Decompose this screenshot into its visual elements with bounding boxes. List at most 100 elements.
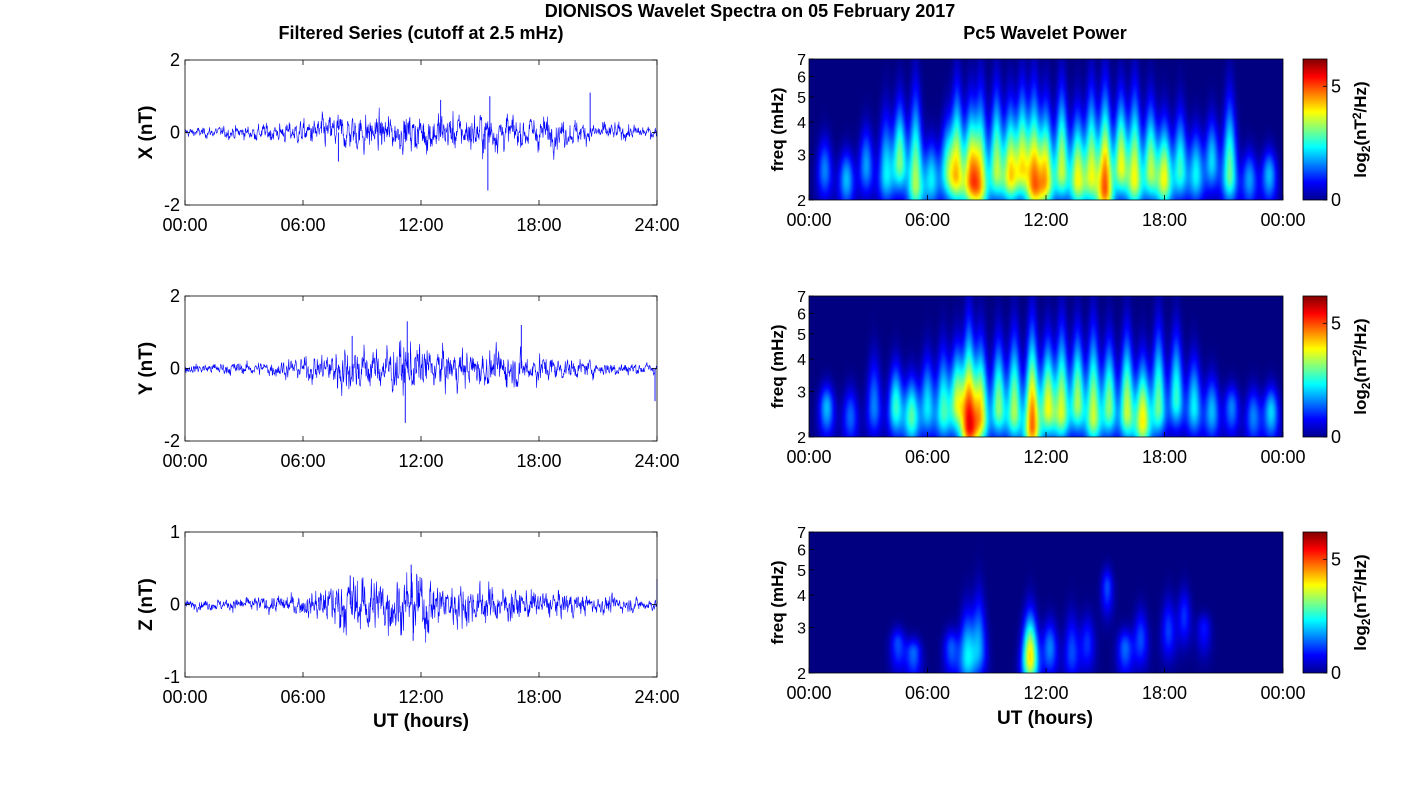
x-tick-label: 00:00 xyxy=(162,215,207,235)
y-tick-label: 4 xyxy=(797,115,806,132)
x-tick-label: 24:00 xyxy=(634,687,679,707)
x-tick-label: 12:00 xyxy=(1023,683,1068,703)
x-tick-label: 06:00 xyxy=(905,210,950,230)
x-tick-label: 24:00 xyxy=(634,215,679,235)
panels: 20-200:00 06:00 12:00 18:00 24:00X (nT)20-20… xyxy=(136,50,1373,707)
x-tick-label: 18:00 xyxy=(516,687,561,707)
x-tick-label: 18:00 xyxy=(1142,210,1187,230)
wavelet-panel-x: 2 3 4 5 67 00:00 06:00 12:00 18:00 00:00 freq (mHz… xyxy=(768,52,1373,230)
y-tick-label: 4 xyxy=(797,588,806,605)
y-tick-label: 3 xyxy=(797,620,806,637)
y-tick-label: 2 xyxy=(797,666,806,683)
y-tick-label: 6 xyxy=(797,542,806,559)
y-axis-label: X (nT) xyxy=(136,106,157,160)
right-column-title: Pc5 Wavelet Power xyxy=(963,23,1126,43)
colorbar xyxy=(1302,295,1328,438)
y-axis-label: Y (nT) xyxy=(136,342,157,395)
colorbar-tick-label: 5 xyxy=(1331,76,1341,96)
x-tick-label: 12:00 xyxy=(398,687,443,707)
series-panel-z: 1 0 -100:00 06:00 12:00 18:00 24:00 Z (nT) xyxy=(136,522,680,707)
x-tick-label: 00:00 xyxy=(162,451,207,471)
y-tick-label: 3 xyxy=(797,384,806,401)
y-tick-label: 0 xyxy=(170,123,180,143)
y-tick-label: 0 xyxy=(170,359,180,379)
x-tick-label: 00:00 xyxy=(786,210,831,230)
x-tick-label: 00:00 xyxy=(162,687,207,707)
figure-title: DIONISOS Wavelet Spectra on 05 February … xyxy=(545,1,956,21)
x-tick-label: 00:00 xyxy=(1260,683,1305,703)
trace-line xyxy=(184,340,658,397)
y-axis-label: freq (mHz) xyxy=(768,560,787,644)
wavelet-panel-y: 2 3 4 5 67 00:00 06:00 12:00 18:00 00:00 freq (mHz… xyxy=(768,289,1373,467)
y-tick-label: 0 xyxy=(170,595,180,615)
wavelet-panel-z: 2 3 4 5 67 00:00 06:00 12:00 18:00 00:00 freq (mHz… xyxy=(768,525,1373,703)
x-tick-label: 12:00 xyxy=(398,451,443,471)
x-tick-label: 18:00 xyxy=(516,451,561,471)
colorbar-label: log2(nT2/Hz) xyxy=(1350,81,1373,177)
colorbar-label-part: 2 xyxy=(1350,112,1364,119)
x-tick-label: 06:00 xyxy=(280,215,325,235)
right-x-axis-label: UT (hours) xyxy=(997,708,1093,729)
y-tick-label: 3 xyxy=(797,147,806,164)
left-x-axis-label: UT (hours) xyxy=(373,711,469,732)
x-tick-label: 12:00 xyxy=(1023,447,1068,467)
y-tick-label: 5 xyxy=(797,90,806,107)
x-tick-label: 00:00 xyxy=(1260,447,1305,467)
y-tick-label: 1 xyxy=(170,522,180,542)
colorbar-tick-label: 5 xyxy=(1331,549,1341,569)
x-tick-label: 18:00 xyxy=(1142,683,1187,703)
colorbar-label-part: (nT xyxy=(1351,356,1370,383)
colorbar xyxy=(1302,531,1328,674)
colorbar-label-part: /Hz) xyxy=(1351,318,1370,349)
y-axis-label: freq (mHz) xyxy=(768,324,787,408)
wavelet-power-image xyxy=(809,532,1283,673)
y-tick-label: 5 xyxy=(797,563,806,580)
y-tick-label: 2 xyxy=(797,193,806,210)
y-tick-label: 7 xyxy=(797,52,806,69)
trace-line xyxy=(184,107,658,160)
x-tick-label: 12:00 xyxy=(398,215,443,235)
colorbar-label-part: log xyxy=(1351,625,1370,651)
colorbar-tick-label: 0 xyxy=(1331,190,1341,210)
colorbar-label-part: (nT xyxy=(1351,592,1370,619)
y-axis-label: Z (nT) xyxy=(136,578,157,631)
y-axis-label: freq (mHz) xyxy=(768,87,787,171)
colorbar-tick-label: 0 xyxy=(1331,427,1341,447)
y-tick-label: 2 xyxy=(797,430,806,447)
colorbar-label-part: /Hz) xyxy=(1351,81,1370,112)
colorbar xyxy=(1302,58,1328,201)
colorbar-label: log2(nT2/Hz) xyxy=(1350,318,1373,414)
y-tick-label: 4 xyxy=(797,352,806,369)
y-tick-label: 7 xyxy=(797,289,806,306)
colorbar-label-part: log xyxy=(1351,152,1370,178)
colorbar-label-part: 2 xyxy=(1359,145,1373,152)
x-tick-label: 18:00 xyxy=(516,215,561,235)
y-tick-label: 7 xyxy=(797,525,806,542)
colorbar-label: log2(nT2/Hz) xyxy=(1350,554,1373,650)
y-tick-label: 6 xyxy=(797,306,806,323)
y-tick-label: 2 xyxy=(170,286,180,306)
x-tick-label: 00:00 xyxy=(1260,210,1305,230)
y-tick-label: -1 xyxy=(164,667,180,687)
y-tick-label: -2 xyxy=(164,431,180,451)
x-tick-label: 06:00 xyxy=(280,451,325,471)
x-tick-label: 00:00 xyxy=(786,447,831,467)
colorbar-label-part: /Hz) xyxy=(1351,554,1370,585)
y-tick-label: 6 xyxy=(797,69,806,86)
wavelet-power-image xyxy=(809,296,1283,437)
colorbar-label-part: log xyxy=(1351,389,1370,415)
colorbar-label-part: 2 xyxy=(1350,585,1364,592)
colorbar-tick-label: 5 xyxy=(1331,313,1341,333)
series-panel-y: 2 0 -200:00 06:00 12:00 18:00 24:00 Y (nT) xyxy=(136,286,680,471)
y-tick-label: 2 xyxy=(170,50,180,70)
wavelet-power-image xyxy=(809,59,1283,200)
colorbar-label-part: 2 xyxy=(1359,382,1373,389)
x-tick-label: 06:00 xyxy=(905,447,950,467)
colorbar-tick-label: 0 xyxy=(1331,663,1341,683)
x-tick-label: 18:00 xyxy=(1142,447,1187,467)
y-tick-label: 5 xyxy=(797,327,806,344)
x-tick-label: 06:00 xyxy=(905,683,950,703)
x-tick-label: 00:00 xyxy=(786,683,831,703)
trace-line xyxy=(184,572,658,643)
